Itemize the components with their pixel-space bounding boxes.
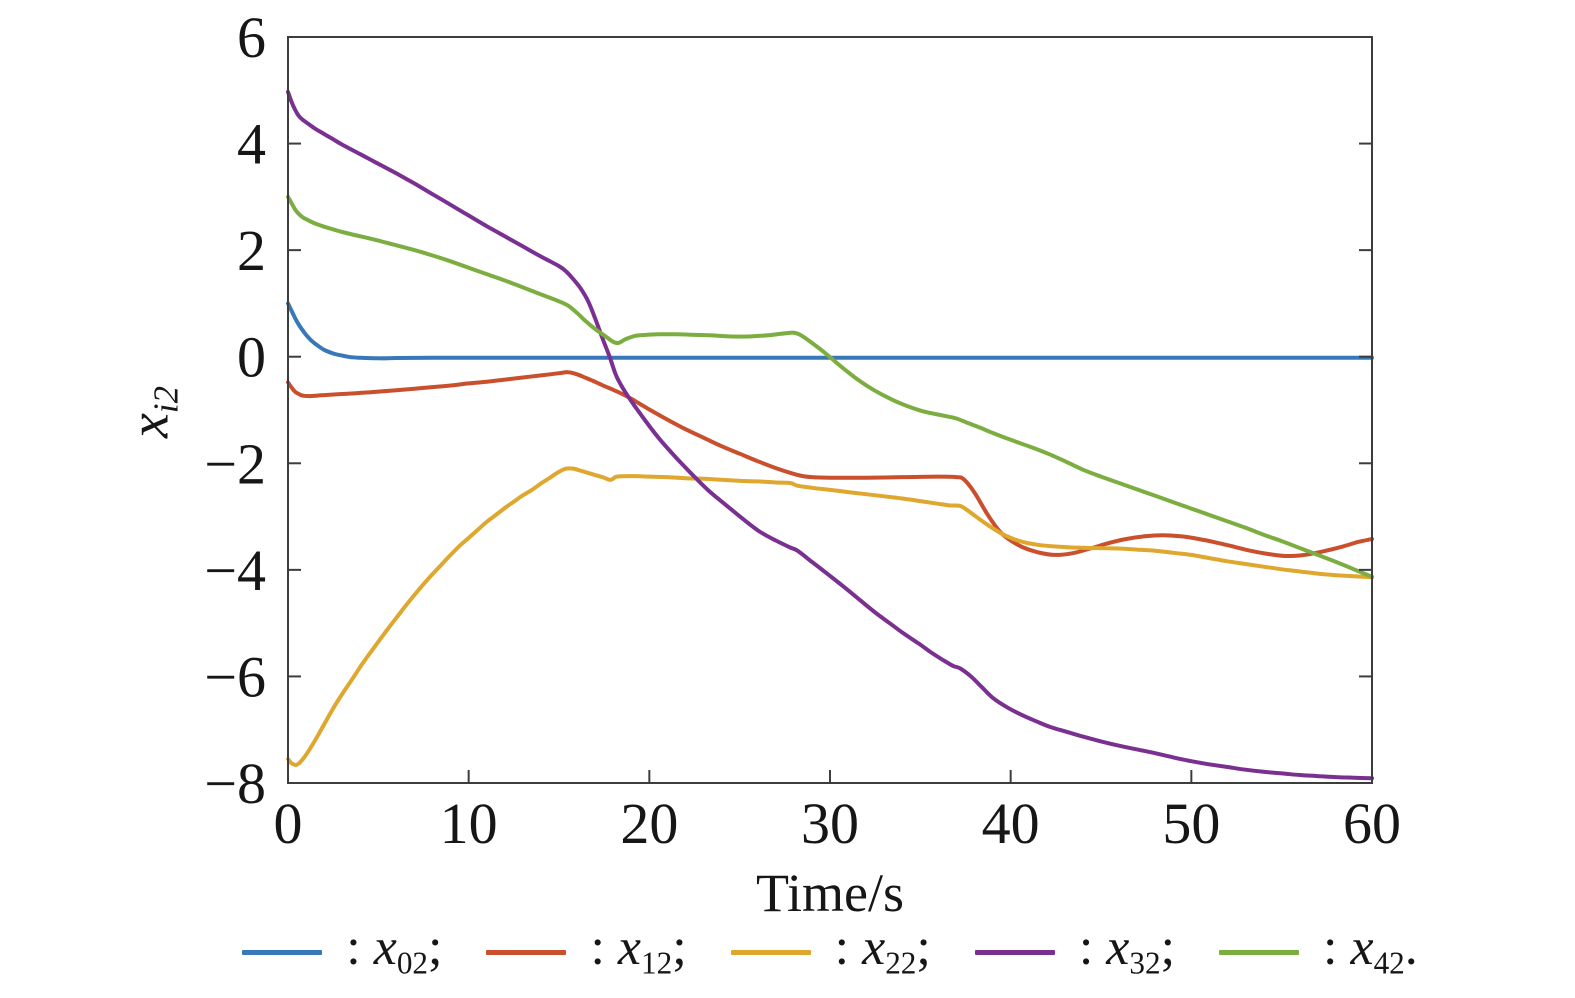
legend-item-x02: : x02; bbox=[242, 918, 442, 981]
y-tick-label: −6 bbox=[204, 644, 266, 709]
y-tick-label: −2 bbox=[204, 431, 266, 496]
x-tick-label: 0 bbox=[274, 791, 303, 856]
legend-swatch-x22 bbox=[730, 950, 811, 956]
y-tick-label: 4 bbox=[237, 112, 266, 177]
series-x02-line bbox=[286, 301, 1374, 361]
y-axis-title: xi2 bbox=[118, 386, 187, 438]
x-tick-label: 30 bbox=[801, 791, 859, 856]
x-tick-label: 20 bbox=[620, 791, 678, 856]
series-x22-line bbox=[286, 466, 1374, 767]
series-x42-line bbox=[286, 194, 1374, 579]
y-tick-label: 0 bbox=[237, 325, 266, 390]
legend-swatch-x12 bbox=[486, 950, 567, 956]
legend-label-x12: : x12; bbox=[590, 919, 687, 981]
legend-swatch-x42 bbox=[1219, 950, 1300, 956]
legend-label-x32: : x32; bbox=[1078, 919, 1176, 981]
x-tick-label: 60 bbox=[1343, 791, 1401, 856]
y-tick-label: 2 bbox=[237, 218, 266, 283]
legend-item-x22: : x22; bbox=[730, 918, 931, 981]
plot-area: 0 10 20 30 40 50 60 −8 −6 −4 −2 0 2 4 6 bbox=[204, 5, 1401, 856]
series-x32-line bbox=[286, 89, 1374, 781]
y-tick-label: −8 bbox=[204, 751, 266, 816]
y-tick-label: −4 bbox=[204, 538, 266, 603]
y-axis-title-sub: i2 bbox=[146, 386, 186, 414]
y-tick-label: 6 bbox=[237, 5, 266, 70]
legend-label-x42: : x42. bbox=[1323, 919, 1418, 981]
legend: : x02; : x12; : x22; : x32; : x42. bbox=[242, 912, 1418, 988]
legend-label-x02: : x02; bbox=[346, 919, 443, 981]
legend-item-x42: : x42. bbox=[1219, 918, 1418, 981]
x-axis-title: Time/s bbox=[755, 863, 905, 923]
x-tick-label: 50 bbox=[1162, 791, 1220, 856]
legend-item-x12: : x12; bbox=[486, 918, 687, 981]
x-tick-label: 10 bbox=[440, 791, 498, 856]
legend-swatch-x32 bbox=[974, 950, 1055, 956]
series-x12-line bbox=[286, 370, 1374, 559]
legend-swatch-x02 bbox=[242, 950, 323, 956]
x-tick-label: 40 bbox=[982, 791, 1040, 856]
plot-box bbox=[287, 36, 1373, 784]
legend-item-x32: : x32; bbox=[974, 918, 1176, 981]
legend-label-x22: : x22; bbox=[834, 919, 931, 981]
y-axis-title-base: x bbox=[118, 413, 181, 438]
